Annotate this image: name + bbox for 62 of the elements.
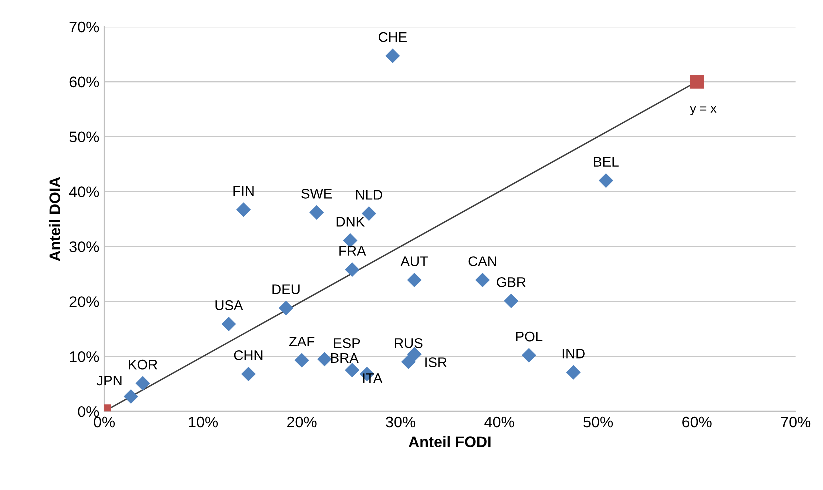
point <box>386 48 400 64</box>
annotation: y = x <box>690 106 717 116</box>
point <box>124 389 138 404</box>
y-tick-label: 50% <box>70 132 100 143</box>
annotation: BEL <box>594 157 619 167</box>
annotation: GBR <box>497 277 526 288</box>
y-tick-label: 40% <box>69 186 100 198</box>
point <box>566 365 581 380</box>
y-tick-label: 10% <box>70 352 100 362</box>
x-tick-label: 60% <box>682 416 712 428</box>
point <box>241 366 256 382</box>
point <box>504 294 519 308</box>
point <box>401 354 416 370</box>
annotation: ZAF <box>289 336 315 347</box>
point <box>522 348 536 363</box>
annotation: KOR <box>129 360 158 370</box>
x-tick-label: 40% <box>484 416 514 428</box>
point <box>690 74 704 89</box>
annotation: IND <box>562 349 585 359</box>
annotation: DEU <box>272 284 300 294</box>
y-tick-label: 70% <box>70 22 100 33</box>
point <box>222 316 236 332</box>
point <box>598 174 614 188</box>
y-tick-label: 20% <box>70 296 100 308</box>
annotation: SWE <box>302 188 332 199</box>
x-axis-title: Anteil FODI <box>408 436 491 448</box>
y-tick-label: 60% <box>70 76 100 88</box>
y-axis-title: Anteil DOIA <box>49 177 61 262</box>
annotation: CHN <box>234 350 263 360</box>
x-tick-label: 50% <box>584 416 614 428</box>
x-tick-label: 20% <box>288 416 317 428</box>
annotation: USA <box>216 300 244 310</box>
point <box>310 205 324 220</box>
point <box>345 363 360 378</box>
x-tick-label: 70% <box>781 416 811 428</box>
point <box>136 376 150 391</box>
annotation: JPN <box>96 376 122 386</box>
point <box>407 272 422 288</box>
x-tick-label: 10% <box>189 416 218 428</box>
point <box>317 352 332 367</box>
annotation: FIN <box>234 186 254 196</box>
y-tick-label: 0% <box>78 406 100 418</box>
point <box>294 353 310 368</box>
annotation: DNK <box>336 217 365 227</box>
x-tick-label: 30% <box>386 416 416 428</box>
x-tick-label: 0% <box>94 416 116 428</box>
annotation: BRA <box>331 353 359 364</box>
annotation: POL <box>516 332 543 342</box>
annotation: AUT <box>400 256 428 266</box>
point <box>236 202 252 218</box>
annotation: CHE <box>378 32 407 42</box>
annotation: CAN <box>468 256 496 266</box>
annotation: ESP <box>334 338 360 348</box>
point <box>345 262 360 278</box>
point <box>407 347 422 362</box>
point <box>475 272 490 288</box>
annotation: ISR <box>426 358 447 368</box>
y-tick-label: 30% <box>70 242 100 252</box>
point <box>278 301 294 316</box>
annotation: RUS <box>395 338 423 348</box>
annotation: NLD <box>356 190 382 200</box>
annotation: FRA <box>340 246 366 256</box>
